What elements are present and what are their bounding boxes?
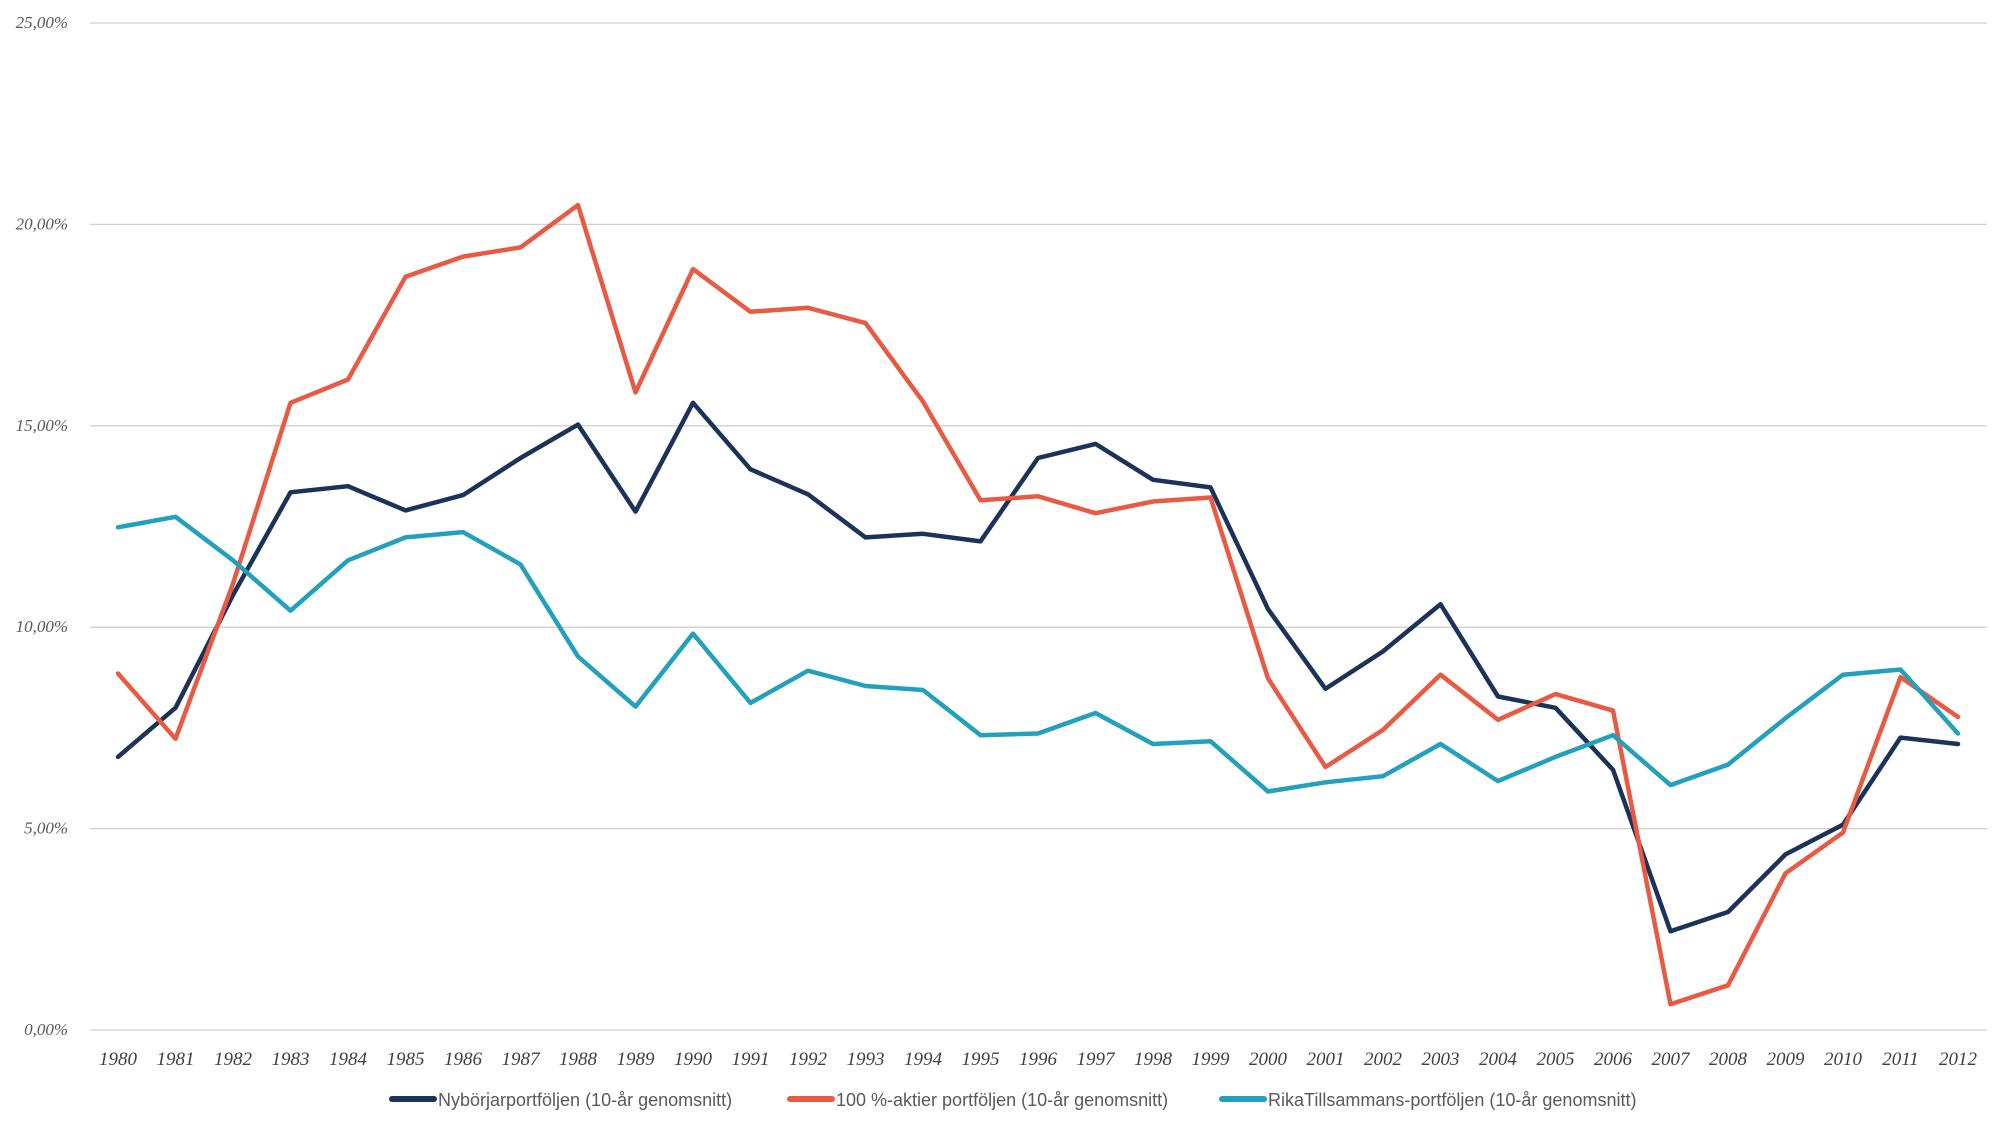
x-tick-label: 1998 — [1134, 1049, 1173, 1070]
y-tick-label: 15,00% — [16, 416, 68, 435]
legend-label: 100 %-aktier portföljen (10-år genomsnit… — [836, 1090, 1168, 1110]
y-tick-label: 0,00% — [24, 1020, 68, 1039]
x-tick-label: 2006 — [1594, 1049, 1633, 1070]
series-line-2 — [115, 514, 1961, 794]
x-tick-label: 1995 — [962, 1049, 1000, 1070]
x-tick-label: 1997 — [1077, 1049, 1117, 1070]
legend-label: RikaTillsammans-portföljen (10-år genoms… — [1268, 1090, 1636, 1110]
x-tick-label: 1986 — [444, 1049, 483, 1070]
y-tick-label: 5,00% — [24, 819, 68, 838]
x-tick-label: 2008 — [1709, 1049, 1748, 1070]
x-tick-label: 1992 — [789, 1049, 828, 1070]
x-tick-label: 2002 — [1364, 1049, 1403, 1070]
y-tick-label: 10,00% — [16, 617, 68, 636]
legend-item: 100 %-aktier portföljen (10-år genomsnit… — [787, 1090, 1168, 1110]
legend-label: Nybörjarportföljen (10-år genomsnitt) — [438, 1090, 732, 1110]
x-tick-label: 1991 — [732, 1049, 770, 1070]
x-tick-label: 1989 — [617, 1049, 656, 1070]
x-tick-label: 1990 — [674, 1049, 713, 1070]
series-lines — [115, 202, 1961, 1007]
legend-item: RikaTillsammans-portföljen (10-år genoms… — [1219, 1090, 1636, 1110]
series-line-0 — [115, 400, 1961, 934]
x-tick-label: 1984 — [329, 1049, 368, 1070]
x-tick-label: 2010 — [1824, 1049, 1863, 1070]
x-tick-label: 1981 — [157, 1049, 195, 1070]
x-tick-label: 2000 — [1249, 1049, 1288, 1070]
x-tick-label: 1994 — [904, 1049, 943, 1070]
x-tick-label: 1996 — [1019, 1049, 1058, 1070]
legend-item: Nybörjarportföljen (10-år genomsnitt) — [389, 1090, 732, 1110]
x-tick-label: 2003 — [1422, 1049, 1460, 1070]
x-axis-ticks: 1980 1981 1982 1983 1984 1985 1986 1987 1988 1989… — [99, 1049, 1978, 1070]
x-tick-label: 2012 — [1939, 1049, 1978, 1070]
x-tick-label: 2011 — [1882, 1049, 1919, 1070]
x-tick-label: 2001 — [1307, 1049, 1345, 1070]
x-tick-label: 1999 — [1192, 1049, 1231, 1070]
x-tick-label: 1980 — [99, 1049, 138, 1070]
y-axis-ticks: 0,00% 5,00% 10,00% 15,00% 20,00% 25,00% — [16, 13, 68, 1039]
y-tick-label: 25,00% — [16, 13, 68, 32]
x-tick-label: 1988 — [559, 1049, 598, 1070]
y-tick-label: 20,00% — [16, 214, 68, 233]
x-tick-label: 2007 — [1652, 1049, 1692, 1070]
x-tick-label: 2005 — [1537, 1049, 1575, 1070]
x-tick-label: 1983 — [272, 1049, 310, 1070]
legend: Nybörjarportföljen (10-år genomsnitt) 100… — [389, 1090, 1636, 1110]
x-tick-label: 2004 — [1479, 1049, 1518, 1070]
gridlines — [90, 22, 1987, 1031]
x-tick-label: 1985 — [387, 1049, 425, 1070]
x-tick-label: 1982 — [214, 1049, 253, 1070]
x-tick-label: 2009 — [1767, 1049, 1806, 1070]
x-tick-label: 1987 — [502, 1049, 542, 1070]
series-line-1 — [115, 202, 1961, 1007]
x-tick-label: 1993 — [847, 1049, 885, 1070]
